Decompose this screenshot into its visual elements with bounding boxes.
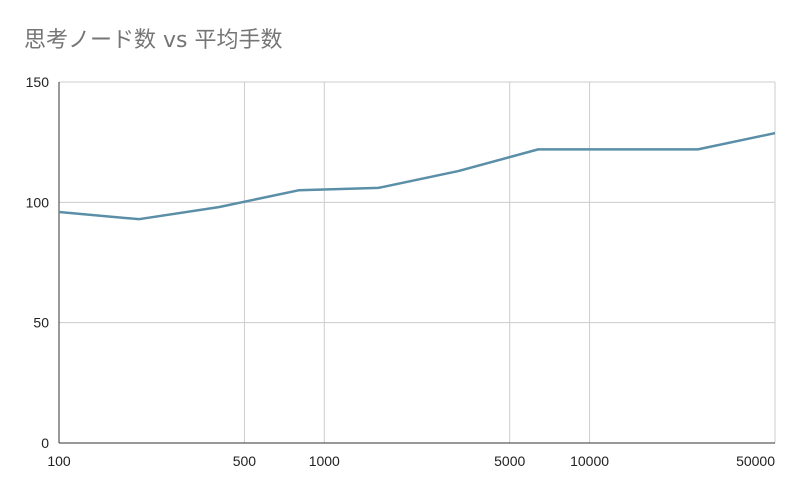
grid-lines [59,81,776,443]
x-tick-label: 1000 [309,453,340,469]
y-tick-label: 150 [26,74,50,90]
series-layer [59,131,775,221]
x-tick-label: 10000 [570,453,609,469]
x-tick-label: 5000 [494,453,525,469]
x-tick-label: 100 [47,453,71,469]
y-tick-label: 100 [26,194,50,210]
x-tick-label: 50000 [736,453,775,469]
y-tick-label: 0 [41,435,49,451]
chart-title: 思考ノード数 vs 平均手数 [24,28,283,53]
x-tick-label: 500 [233,453,257,469]
tick-labels: 0 50 100 150 100 500 1000 5000 10000 50000 [26,74,776,469]
axes [58,82,775,444]
series-line [59,131,775,221]
y-tick-label: 50 [33,315,49,331]
